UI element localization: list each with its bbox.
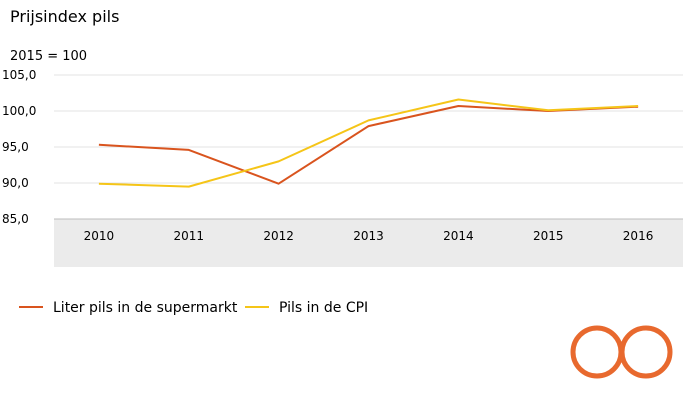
y-tick-label: 90,0 [2,176,29,190]
y-tick-label: 95,0 [2,140,29,154]
chart-subtitle: 2015 = 100 [10,49,87,64]
series-layer [98,98,639,188]
x-tick-label: 2014 [443,229,474,243]
x-tick-label: 2010 [84,229,115,243]
legend-item-1[interactable]: Liter pils in de supermarkt [53,300,238,316]
y-axis: 85,0 90,0 95,0 100,0 105,0 [2,68,36,226]
y-tick-label: 105,0 [2,68,36,82]
legend[interactable]: Liter pils in de supermarkt Pils in de CP… [19,300,368,316]
x-tick-label: 2016 [623,229,654,243]
x-axis-band [54,219,683,267]
logo-circle-left [570,325,624,379]
x-tick-label: 2015 [533,229,564,243]
legend-item-2[interactable]: Pils in de CPI [279,300,368,316]
hg-logo [570,325,673,379]
chart-title: Prijsindex pils [10,7,119,26]
series-line-1 [98,105,639,185]
y-tick-label: 100,0 [2,104,36,118]
logo-circle-right [619,325,673,379]
x-tick-label: 2013 [353,229,384,243]
y-tick-label: 85,0 [2,212,29,226]
series-line-2 [98,98,639,188]
x-tick-label: 2011 [174,229,205,243]
x-axis: 2010 2011 2012 2013 2014 2015 2016 [84,229,654,243]
grid [54,74,683,220]
x-tick-label: 2012 [263,229,294,243]
